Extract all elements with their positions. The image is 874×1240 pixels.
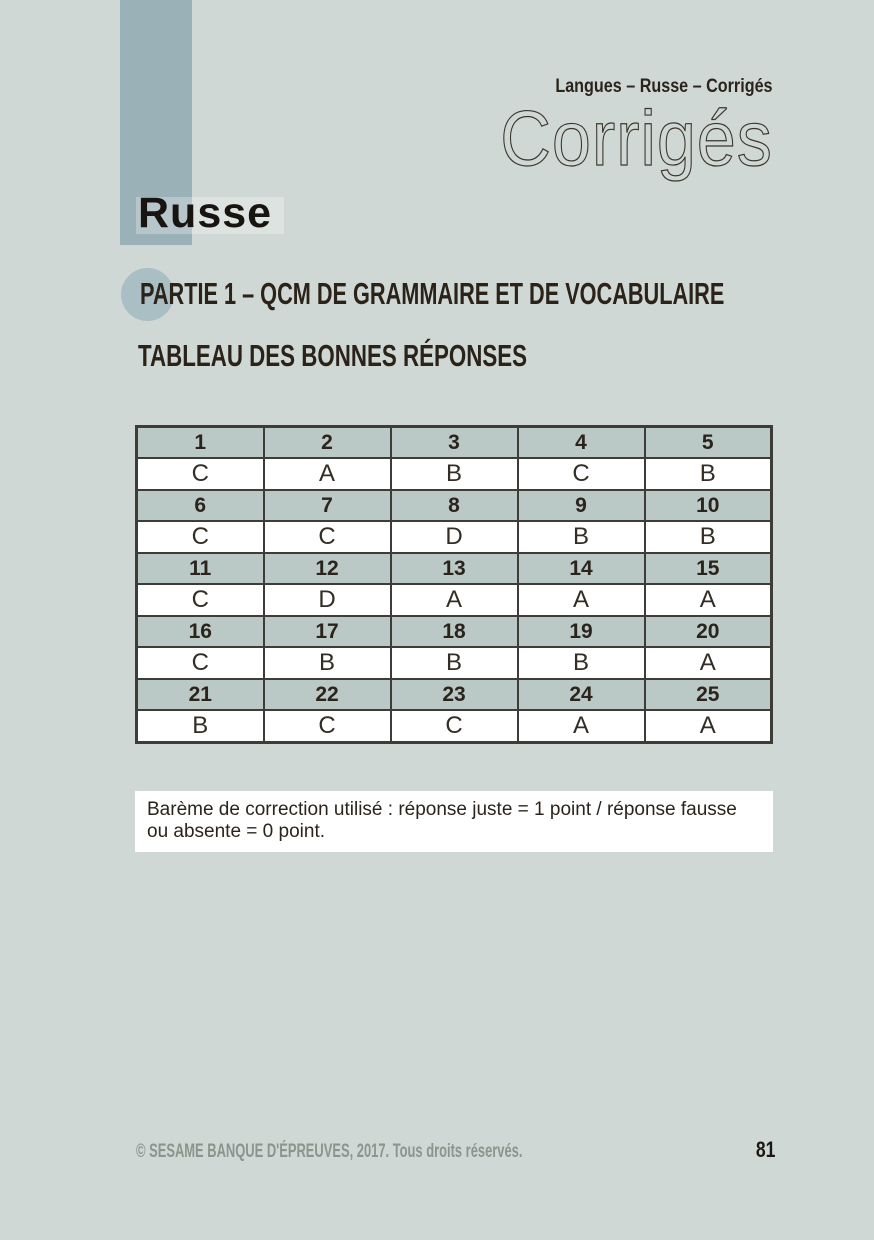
answers-table-heading: TABLEAU DES BONNES RÉPONSES [138,338,528,373]
accent-bar [120,0,192,245]
question-number-cell: 9 [516,489,646,522]
answer-cell: A [643,583,773,617]
answer-cell: B [135,709,265,744]
question-number-cell: 20 [643,615,773,648]
breadcrumb: Langues – Russe – Corrigés [555,76,773,97]
question-number-cell: 3 [389,425,519,459]
grading-note-text: Barème de correction utilisé : réponse j… [147,799,737,843]
part1-heading: PARTIE 1 – QCM DE GRAMMAIRE ET DE VOCABU… [140,276,725,311]
answer-cell: D [389,520,519,554]
question-number-row: 21 22 23 24 25 [135,678,773,711]
question-number-cell: 6 [135,489,265,522]
answer-cell: D [262,583,392,617]
question-number-cell: 25 [643,678,773,711]
question-number-cell: 16 [135,615,265,648]
section-title: Russe [138,189,273,237]
answer-cell: C [262,520,392,554]
answer-cell: A [389,583,519,617]
answer-cell: B [262,646,392,680]
answer-cell: A [643,709,773,744]
question-number-cell: 12 [262,552,392,585]
question-number-cell: 19 [516,615,646,648]
answer-cell: B [389,457,519,491]
question-number-cell: 24 [516,678,646,711]
question-number-cell: 21 [135,678,265,711]
question-number-cell: 2 [262,425,392,459]
answer-cell: B [389,646,519,680]
answer-cell: A [516,583,646,617]
answer-cell: B [516,520,646,554]
answer-cell: B [643,457,773,491]
answer-cell: B [643,520,773,554]
question-number-cell: 17 [262,615,392,648]
answer-cell: A [643,646,773,680]
question-number-cell: 10 [643,489,773,522]
question-number-row: 6 7 8 9 10 [135,489,773,522]
question-number-cell: 8 [389,489,519,522]
question-number-cell: 5 [643,425,773,459]
answer-cell: B [516,646,646,680]
answer-cell: C [516,457,646,491]
question-number-cell: 14 [516,552,646,585]
answer-cell: C [262,709,392,744]
question-number-cell: 23 [389,678,519,711]
answer-cell: C [135,583,265,617]
question-number-cell: 22 [262,678,392,711]
grading-note-box: Barème de correction utilisé : réponse j… [135,791,773,852]
answers-table: 1 2 3 4 5 C A B C B 6 7 8 9 10 C C D B B 11 12 13 14 15 C D A A A 16 17… [135,425,773,744]
question-number-cell: 11 [135,552,265,585]
question-number-row: 16 17 18 19 20 [135,615,773,648]
answer-cell: C [389,709,519,744]
section-title-highlight [136,197,284,234]
answer-cell: C [135,646,265,680]
answer-cell: C [135,457,265,491]
page-title: Corrigés [500,94,773,182]
answer-cell: C [135,520,265,554]
question-number-row: 11 12 13 14 15 [135,552,773,585]
question-number-cell: 18 [389,615,519,648]
answers-table-body: 1 2 3 4 5 C A B C B 6 7 8 9 10 C C D B B 11 12 13 14 15 C D A A A 16 17… [135,425,773,744]
heading-circle-decoration [121,268,174,321]
question-number-cell: 7 [262,489,392,522]
answer-cell: A [262,457,392,491]
question-number-cell: 1 [135,425,265,459]
answer-cell: A [516,709,646,744]
question-number-cell: 4 [516,425,646,459]
footer-copyright: © SESAME BANQUE D'ÉPREUVES, 2017. Tous d… [136,1141,523,1162]
question-number-cell: 13 [389,552,519,585]
page-number: 81 [755,1137,775,1162]
question-number-cell: 15 [643,552,773,585]
